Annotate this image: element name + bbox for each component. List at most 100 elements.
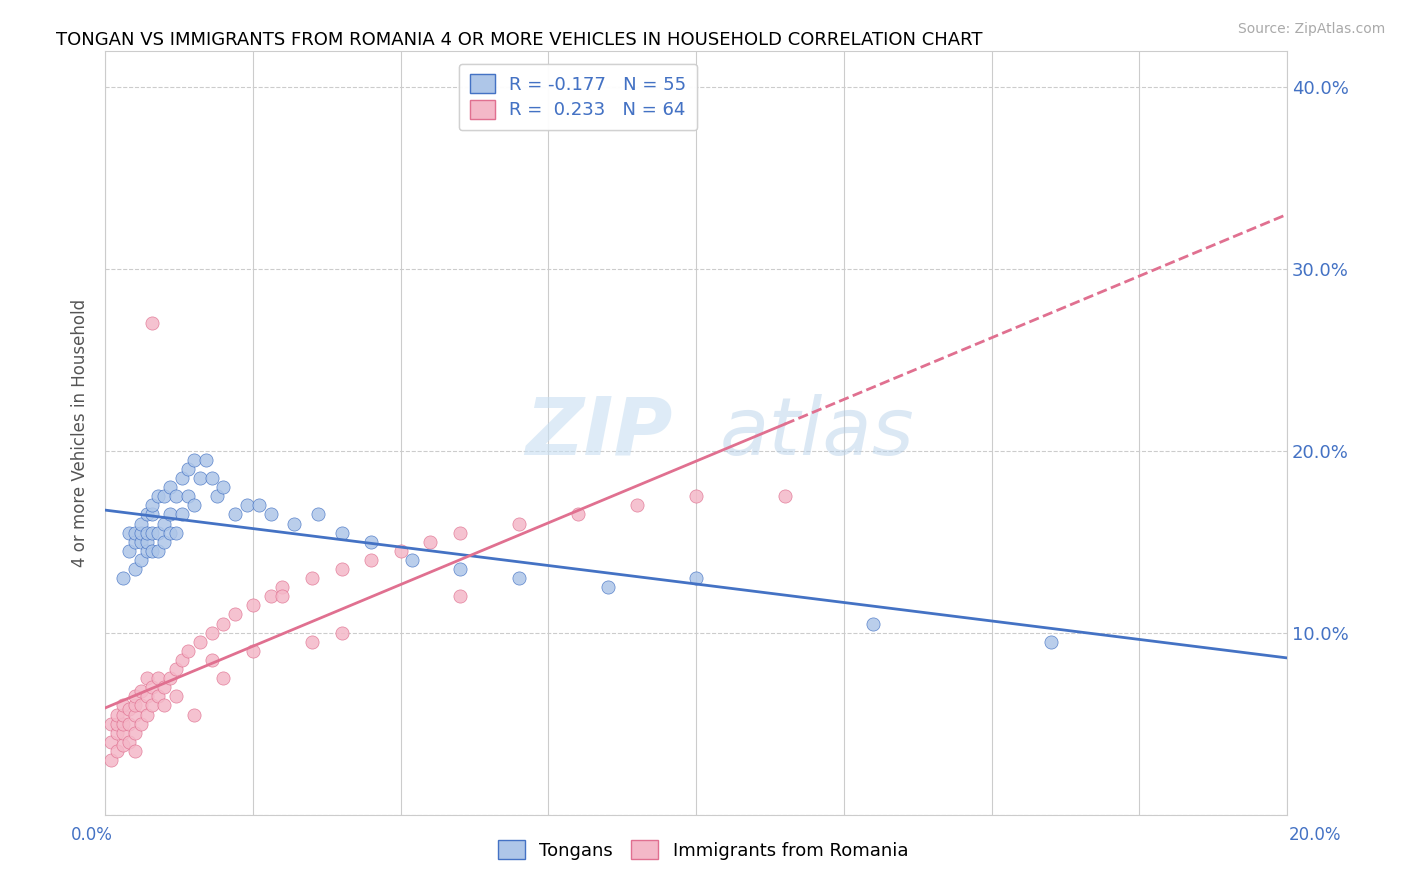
Point	[124, 744, 146, 758]
Point	[200, 625, 222, 640]
Point	[118, 702, 141, 716]
Point	[111, 716, 134, 731]
Text: Source: ZipAtlas.com: Source: ZipAtlas.com	[1237, 22, 1385, 37]
Point	[148, 525, 170, 540]
Point	[330, 625, 353, 640]
Point	[236, 499, 259, 513]
Point	[135, 707, 157, 722]
Point	[360, 553, 382, 567]
Point	[100, 716, 122, 731]
Point	[159, 671, 181, 685]
Point	[449, 562, 471, 576]
Point	[183, 453, 205, 467]
Point	[307, 508, 329, 522]
Point	[129, 684, 152, 698]
Point	[188, 634, 211, 648]
Text: 20.0%: 20.0%	[1288, 826, 1341, 844]
Point	[183, 499, 205, 513]
Point	[141, 680, 163, 694]
Point	[159, 525, 181, 540]
Point	[508, 571, 530, 585]
Point	[129, 698, 152, 713]
Point	[159, 508, 181, 522]
Text: ZIP: ZIP	[524, 393, 672, 472]
Point	[135, 534, 157, 549]
Point	[153, 680, 176, 694]
Point	[105, 716, 128, 731]
Point	[148, 489, 170, 503]
Point	[165, 525, 187, 540]
Point	[118, 525, 141, 540]
Point	[242, 644, 264, 658]
Point	[111, 739, 134, 753]
Point	[105, 744, 128, 758]
Point	[207, 489, 229, 503]
Point	[118, 735, 141, 749]
Point	[135, 508, 157, 522]
Point	[129, 534, 152, 549]
Point	[773, 489, 796, 503]
Point	[100, 735, 122, 749]
Point	[129, 553, 152, 567]
Text: TONGAN VS IMMIGRANTS FROM ROMANIA 4 OR MORE VEHICLES IN HOUSEHOLD CORRELATION CH: TONGAN VS IMMIGRANTS FROM ROMANIA 4 OR M…	[56, 31, 983, 49]
Point	[141, 698, 163, 713]
Y-axis label: 4 or more Vehicles in Household: 4 or more Vehicles in Household	[72, 299, 89, 566]
Point	[135, 671, 157, 685]
Point	[567, 508, 589, 522]
Point	[148, 690, 170, 704]
Point	[165, 690, 187, 704]
Point	[685, 489, 707, 503]
Point	[153, 698, 176, 713]
Point	[596, 580, 619, 594]
Point	[165, 489, 187, 503]
Point	[224, 508, 246, 522]
Point	[1039, 634, 1062, 648]
Point	[260, 590, 283, 604]
Point	[508, 516, 530, 531]
Point	[183, 707, 205, 722]
Point	[212, 480, 235, 494]
Point	[148, 671, 170, 685]
Point	[200, 471, 222, 485]
Point	[283, 516, 305, 531]
Point	[177, 462, 200, 476]
Point	[141, 544, 163, 558]
Point	[111, 698, 134, 713]
Point	[165, 662, 187, 676]
Point	[212, 616, 235, 631]
Point	[129, 716, 152, 731]
Point	[330, 562, 353, 576]
Point	[141, 508, 163, 522]
Point	[419, 534, 441, 549]
Point	[862, 616, 884, 631]
Point	[224, 607, 246, 622]
Point	[135, 544, 157, 558]
Point	[260, 508, 283, 522]
Point	[148, 544, 170, 558]
Point	[124, 725, 146, 739]
Point	[685, 571, 707, 585]
Point	[153, 516, 176, 531]
Point	[159, 480, 181, 494]
Point	[360, 534, 382, 549]
Legend: R = -0.177   N = 55, R =  0.233   N = 64: R = -0.177 N = 55, R = 0.233 N = 64	[458, 63, 697, 130]
Point	[124, 525, 146, 540]
Point	[135, 525, 157, 540]
Point	[111, 725, 134, 739]
Point	[389, 544, 412, 558]
Point	[301, 634, 323, 648]
Point	[129, 525, 152, 540]
Point	[141, 525, 163, 540]
Point	[111, 571, 134, 585]
Point	[170, 653, 193, 667]
Point	[111, 707, 134, 722]
Text: 0.0%: 0.0%	[70, 826, 112, 844]
Point	[170, 508, 193, 522]
Point	[188, 471, 211, 485]
Point	[200, 653, 222, 667]
Point	[170, 471, 193, 485]
Point	[401, 553, 423, 567]
Point	[242, 599, 264, 613]
Point	[124, 707, 146, 722]
Point	[301, 571, 323, 585]
